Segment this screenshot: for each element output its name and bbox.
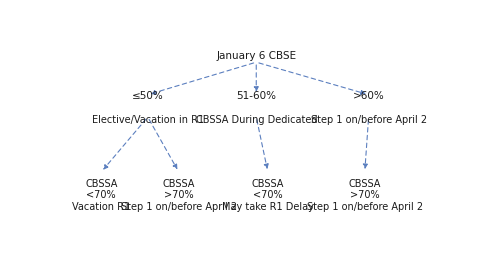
- Text: CBSSA: CBSSA: [162, 179, 195, 189]
- Text: >60%: >60%: [353, 91, 384, 101]
- Text: >70%: >70%: [164, 190, 194, 200]
- Text: <70%: <70%: [253, 190, 282, 200]
- Text: Step 1 on/before April 2: Step 1 on/before April 2: [310, 115, 426, 125]
- Text: Vacation R1: Vacation R1: [72, 201, 130, 211]
- Text: January 6 CBSE: January 6 CBSE: [216, 51, 296, 61]
- Text: Step 1 on/before April 2: Step 1 on/before April 2: [120, 201, 237, 211]
- Text: >70%: >70%: [350, 190, 380, 200]
- Text: CBSSA: CBSSA: [348, 179, 381, 189]
- Text: 51-60%: 51-60%: [236, 91, 276, 101]
- Text: CBSSA: CBSSA: [252, 179, 284, 189]
- Text: Elective/Vacation in R1: Elective/Vacation in R1: [92, 115, 204, 125]
- Text: CBSSA During Dedicated: CBSSA During Dedicated: [196, 115, 317, 125]
- Text: Step 1 on/before April 2: Step 1 on/before April 2: [306, 201, 423, 211]
- Text: <70%: <70%: [86, 190, 116, 200]
- Text: May take R1 Delay: May take R1 Delay: [222, 201, 314, 211]
- Text: CBSSA: CBSSA: [85, 179, 117, 189]
- Text: ≤50%: ≤50%: [132, 91, 164, 101]
